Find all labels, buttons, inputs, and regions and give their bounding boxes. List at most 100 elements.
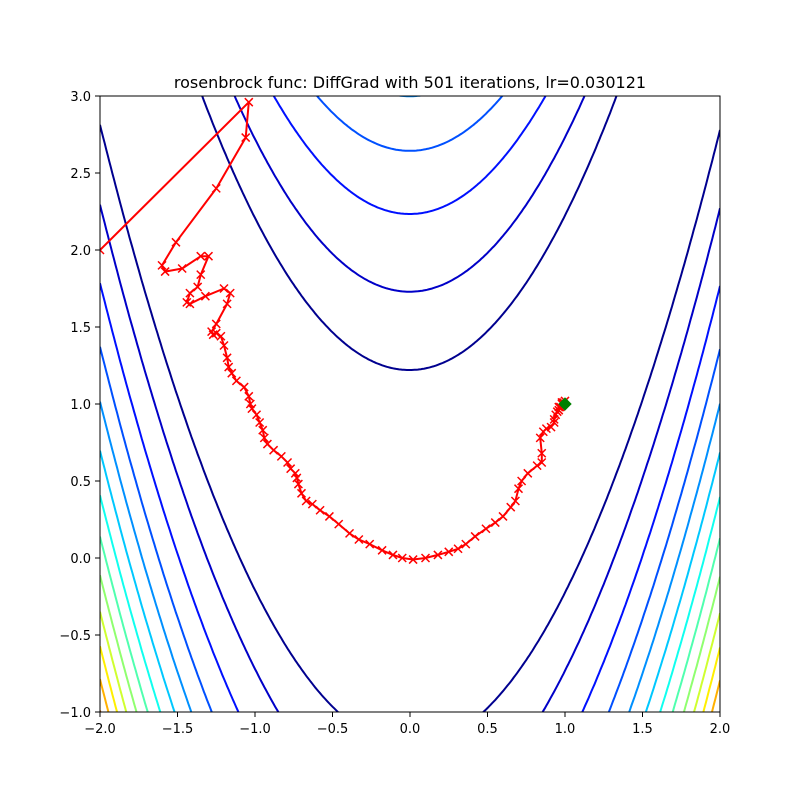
optimizer-path	[100, 97, 570, 565]
data-point	[185, 288, 195, 298]
contour-line	[100, 204, 720, 712]
y-tick-label: −1.0	[59, 706, 91, 721]
y-tick-label: 2.5	[70, 167, 91, 182]
data-point	[537, 457, 547, 468]
data-point	[200, 291, 210, 301]
x-tick-label: 0.5	[477, 722, 498, 737]
data-point	[283, 457, 293, 468]
contour-line	[100, 741, 720, 800]
data-point	[225, 288, 235, 298]
data-point	[324, 511, 334, 521]
data-point	[222, 353, 232, 363]
data-point	[244, 97, 254, 107]
contour-line	[100, 124, 720, 712]
x-tick-label: −1.5	[162, 722, 194, 737]
end-marker	[558, 397, 572, 411]
data-point	[244, 391, 254, 401]
y-tick-label: 1.5	[70, 321, 91, 336]
data-point	[510, 496, 520, 506]
data-point	[258, 425, 268, 435]
chart-title: rosenbrock func: DiffGrad with 501 itera…	[174, 73, 646, 92]
data-point	[211, 328, 221, 338]
data-point	[211, 183, 221, 193]
data-point	[196, 251, 206, 261]
x-tick-label: −2.0	[84, 722, 116, 737]
data-point	[241, 133, 251, 143]
data-point	[293, 479, 303, 489]
data-point	[203, 251, 214, 261]
data-point	[535, 433, 545, 443]
y-tick-label: 0.5	[70, 475, 91, 490]
contour-line	[100, 770, 720, 800]
data-point	[490, 518, 500, 528]
contour-line	[201, 96, 618, 371]
contour-lines	[100, 4, 720, 800]
data-point	[420, 553, 431, 563]
data-point	[517, 476, 527, 486]
data-point	[513, 484, 524, 494]
x-axis: −2.0 −1.5 −1.0 −0.5 0.0 0.5 1.0 1.5 2.0	[84, 712, 730, 737]
data-point	[171, 237, 181, 247]
contour-line	[100, 575, 720, 712]
data-point	[193, 282, 203, 292]
x-tick-label: 2.0	[710, 722, 731, 737]
data-point	[219, 340, 229, 351]
y-tick-label: 2.0	[70, 244, 91, 259]
contour-line	[100, 346, 720, 712]
data-point	[231, 376, 241, 386]
end-point-marker	[558, 397, 572, 411]
data-point	[247, 404, 257, 414]
x-tick-label: 1.5	[632, 722, 653, 737]
contour-line	[100, 611, 720, 712]
data-point	[185, 299, 195, 309]
x-tick-label: 0.0	[400, 722, 421, 737]
data-point	[269, 445, 279, 455]
contour-line	[315, 96, 504, 152]
data-point	[498, 511, 508, 521]
data-point	[219, 283, 229, 294]
data-point	[157, 260, 167, 270]
data-point	[227, 368, 237, 378]
data-point	[334, 519, 344, 529]
plot-area	[100, 96, 720, 712]
data-point	[255, 417, 265, 428]
data-point	[259, 433, 269, 443]
data-point	[211, 319, 221, 329]
y-tick-label: 3.0	[70, 90, 91, 105]
data-point	[307, 499, 317, 509]
y-tick-label: −0.5	[59, 629, 91, 644]
data-point	[444, 547, 454, 557]
data-point	[345, 528, 355, 538]
data-point	[532, 461, 542, 471]
data-point	[549, 417, 559, 428]
data-point	[224, 362, 234, 372]
data-point	[239, 382, 249, 392]
data-point	[301, 496, 311, 506]
contour-line	[100, 401, 720, 712]
contour-line	[100, 645, 720, 712]
contour-line	[100, 536, 720, 712]
data-point	[315, 505, 325, 515]
data-point	[100, 245, 105, 255]
data-point	[354, 534, 364, 545]
data-point	[461, 539, 471, 549]
data-point	[470, 531, 480, 541]
data-point	[537, 448, 547, 458]
data-point	[196, 270, 206, 280]
data-point	[546, 422, 556, 432]
contour-line	[328, 4, 492, 48]
data-point	[408, 555, 418, 565]
x-tick-label: 1.0	[555, 722, 576, 737]
data-point	[252, 410, 262, 420]
data-point	[216, 331, 226, 341]
x-tick-label: −0.5	[317, 722, 349, 737]
data-point	[365, 539, 375, 549]
y-tick-label: 1.0	[70, 398, 91, 413]
data-point	[222, 299, 232, 309]
series-line	[100, 101, 566, 561]
data-point	[523, 468, 533, 478]
contour-line	[272, 96, 547, 215]
contour-line	[100, 495, 720, 712]
data-point	[481, 524, 491, 534]
